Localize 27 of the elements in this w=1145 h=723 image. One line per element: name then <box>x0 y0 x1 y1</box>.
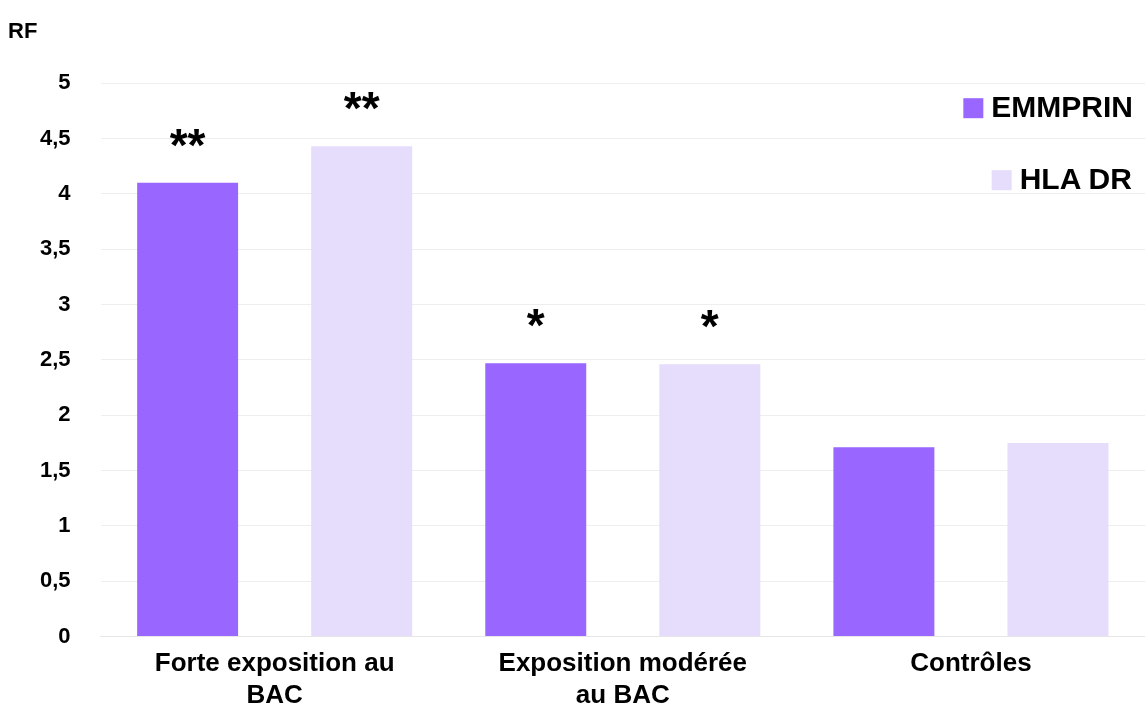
y-tick-label: 0 <box>58 622 71 648</box>
y-tick-label: 3 <box>58 290 71 316</box>
x-tick-label: Forte exposition au BAC <box>154 647 395 709</box>
legend-label: HLA DR <box>1019 162 1133 196</box>
y-tick-label: 1 <box>58 511 71 537</box>
bar <box>659 364 761 637</box>
annotation: * <box>526 299 545 352</box>
y-tick-label: 1,5 <box>39 456 71 482</box>
annotation: ** <box>343 82 380 135</box>
legend-label: EMMPRIN <box>991 90 1134 124</box>
y-tick-label: 2 <box>58 401 71 427</box>
x-tick-label: Exposition modérée au BAC <box>498 647 748 709</box>
annotation: * <box>700 300 719 353</box>
y-tick-label: 4,5 <box>39 124 71 150</box>
bar <box>137 182 239 637</box>
y-axis-title: RF <box>8 18 38 44</box>
y-tick-label: 0,5 <box>39 567 71 593</box>
x-tick-label: Contrôles <box>910 647 1032 678</box>
annotation: ** <box>169 118 206 171</box>
y-tick-label: 2,5 <box>39 345 71 371</box>
bar <box>833 447 935 637</box>
y-tick-label: 4 <box>58 179 72 205</box>
bar <box>485 363 587 637</box>
bar <box>311 146 413 637</box>
bar <box>1007 442 1109 637</box>
y-tick-label: 3,5 <box>39 235 71 261</box>
y-tick-label: 5 <box>58 69 71 95</box>
